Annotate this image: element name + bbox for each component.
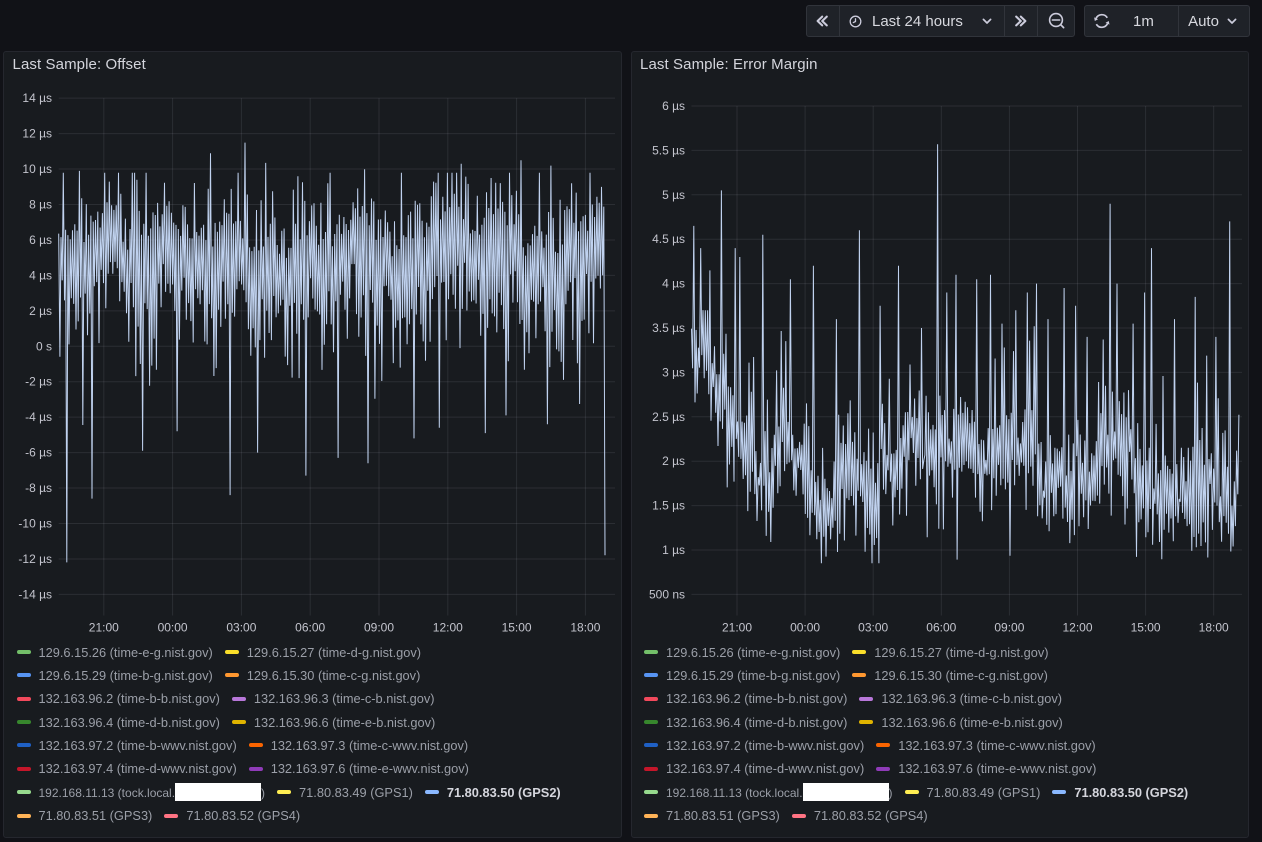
svg-text:0 s: 0 s [36,339,52,353]
svg-text:-2 µs: -2 µs [25,375,52,389]
svg-text:09:00: 09:00 [364,621,394,635]
svg-text:500 ns: 500 ns [648,587,684,601]
svg-text:3 µs: 3 µs [662,365,685,379]
svg-text:2.5 µs: 2.5 µs [652,410,685,424]
svg-text:14 µs: 14 µs [22,91,52,105]
svg-text:5.5 µs: 5.5 µs [652,143,685,157]
svg-text:-14 µs: -14 µs [18,587,52,601]
svg-text:1 µs: 1 µs [662,543,685,557]
svg-text:03:00: 03:00 [858,621,888,635]
svg-text:09:00: 09:00 [994,621,1024,635]
svg-text:15:00: 15:00 [502,621,532,635]
svg-text:1.5 µs: 1.5 µs [652,499,685,513]
svg-text:-8 µs: -8 µs [25,481,52,495]
svg-text:21:00: 21:00 [89,621,119,635]
svg-text:2 µs: 2 µs [662,454,685,468]
svg-text:03:00: 03:00 [226,621,256,635]
svg-text:-4 µs: -4 µs [25,410,52,424]
svg-text:-10 µs: -10 µs [18,517,52,531]
svg-text:12:00: 12:00 [433,621,463,635]
svg-text:18:00: 18:00 [570,621,600,635]
svg-text:6 µs: 6 µs [662,99,685,113]
svg-text:4 µs: 4 µs [662,277,685,291]
svg-text:00:00: 00:00 [790,621,820,635]
svg-text:3.5 µs: 3.5 µs [652,321,685,335]
svg-text:12:00: 12:00 [1062,621,1092,635]
svg-text:15:00: 15:00 [1130,621,1160,635]
svg-text:21:00: 21:00 [721,621,751,635]
svg-text:4.5 µs: 4.5 µs [652,232,685,246]
svg-text:5 µs: 5 µs [662,188,685,202]
svg-text:06:00: 06:00 [295,621,325,635]
svg-text:10 µs: 10 µs [22,162,52,176]
svg-text:-12 µs: -12 µs [18,552,52,566]
svg-text:8 µs: 8 µs [29,198,52,212]
svg-text:06:00: 06:00 [926,621,956,635]
svg-text:2 µs: 2 µs [29,304,52,318]
svg-text:4 µs: 4 µs [29,268,52,282]
svg-text:-6 µs: -6 µs [25,446,52,460]
svg-text:18:00: 18:00 [1198,621,1228,635]
svg-text:00:00: 00:00 [158,621,188,635]
svg-text:12 µs: 12 µs [22,127,52,141]
svg-text:6 µs: 6 µs [29,233,52,247]
